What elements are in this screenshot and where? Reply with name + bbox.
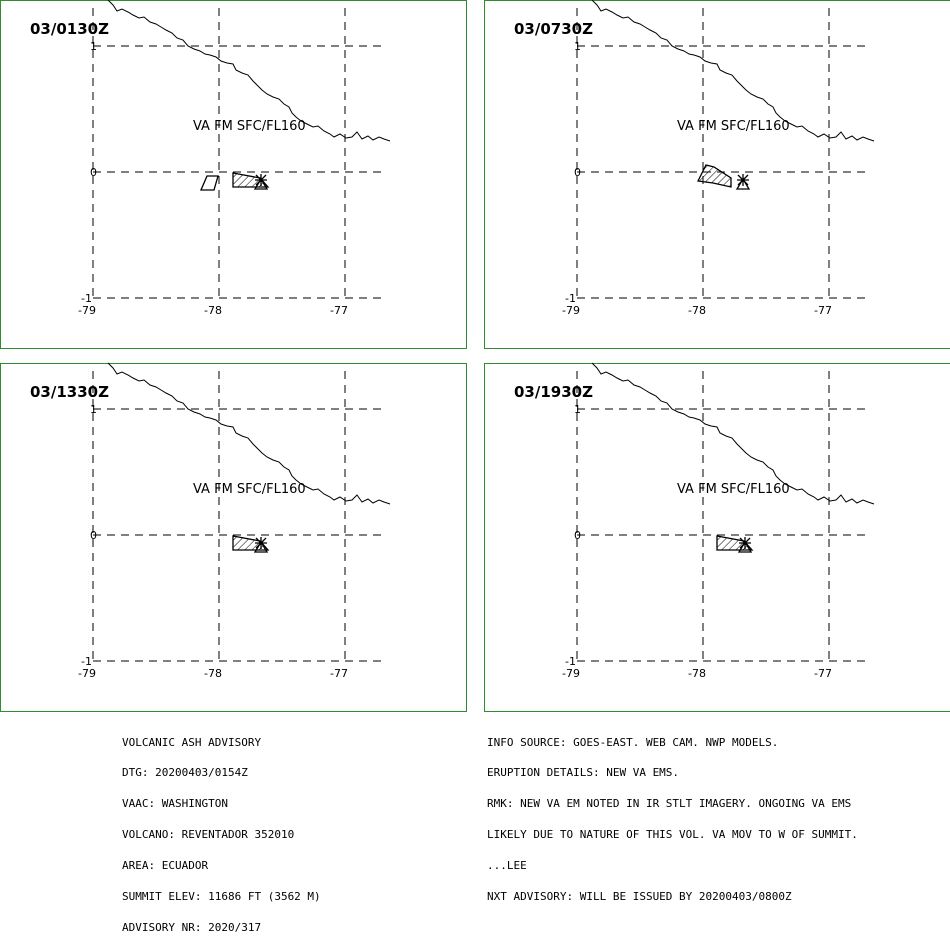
- latitude-tick-label: 0: [574, 166, 581, 179]
- ash-layer-label: VA FM SFC/FL160: [677, 119, 790, 134]
- advisory-line: VAAC: WASHINGTON: [122, 799, 321, 809]
- advisory-line: ERUPTION DETAILS: NEW VA EMS.: [487, 768, 858, 778]
- ash-layer-label: VA FM SFC/FL160: [193, 482, 306, 497]
- latitude-tick-label: 0: [90, 529, 97, 542]
- advisory-line: NXT ADVISORY: WILL BE ISSUED BY 20200403…: [487, 892, 858, 902]
- longitude-tick-label: -77: [330, 304, 348, 317]
- eruption-star: [739, 537, 751, 549]
- latitude-tick-label: 1: [90, 403, 97, 416]
- longitude-tick-label: -77: [330, 667, 348, 680]
- advisory-line: DTG: 20200403/0154Z: [122, 768, 321, 778]
- panel-valid-time: 03/0130Z: [30, 20, 109, 38]
- advisory-line: ...LEE: [487, 861, 858, 871]
- volcano-icon: [737, 174, 749, 189]
- advisory-line: ADVISORY NR: 2020/317: [122, 923, 321, 933]
- latitude-tick-label: 1: [574, 40, 581, 53]
- ash-layer-label: VA FM SFC/FL160: [677, 482, 790, 497]
- longitude-tick-label: -78: [204, 304, 222, 317]
- longitude-tick-label: -78: [204, 667, 222, 680]
- ash-layer-label: VA FM SFC/FL160: [193, 119, 306, 134]
- latitude-tick-label: 1: [90, 40, 97, 53]
- longitude-tick-label: -79: [562, 667, 580, 680]
- latitude-tick-label: 0: [90, 166, 97, 179]
- panel-valid-time: 03/1930Z: [514, 383, 593, 401]
- panel-valid-time: 03/0730Z: [514, 20, 593, 38]
- latitude-tick-label: 0: [574, 529, 581, 542]
- ash-cloud-area: [201, 176, 218, 190]
- advisory-line: VOLCANO: REVENTADOR 352010: [122, 830, 321, 840]
- eruption-star: [255, 537, 267, 549]
- advisory-line: AREA: ECUADOR: [122, 861, 321, 871]
- longitude-tick-label: -78: [688, 304, 706, 317]
- panel-valid-time: 03/1330Z: [30, 383, 109, 401]
- longitude-tick-label: -77: [814, 304, 832, 317]
- advisory-details-right: INFO SOURCE: GOES-EAST. WEB CAM. NWP MOD…: [487, 717, 858, 913]
- longitude-tick-label: -79: [562, 304, 580, 317]
- eruption-star: [255, 174, 267, 186]
- advisory-line: LIKELY DUE TO NATURE OF THIS VOL. VA MOV…: [487, 830, 858, 840]
- advisory-line: RMK: NEW VA EM NOTED IN IR STLT IMAGERY.…: [487, 799, 858, 809]
- eruption-star: [737, 174, 749, 186]
- advisory-line: VOLCANIC ASH ADVISORY: [122, 738, 321, 748]
- latitude-tick-label: 1: [574, 403, 581, 416]
- advisory-details-left: VOLCANIC ASH ADVISORY DTG: 20200403/0154…: [122, 717, 321, 944]
- longitude-tick-label: -78: [688, 667, 706, 680]
- advisory-line: SUMMIT ELEV: 11686 FT (3562 M): [122, 892, 321, 902]
- advisory-line: INFO SOURCE: GOES-EAST. WEB CAM. NWP MOD…: [487, 738, 858, 748]
- longitude-tick-label: -79: [78, 304, 96, 317]
- longitude-tick-label: -79: [78, 667, 96, 680]
- longitude-tick-label: -77: [814, 667, 832, 680]
